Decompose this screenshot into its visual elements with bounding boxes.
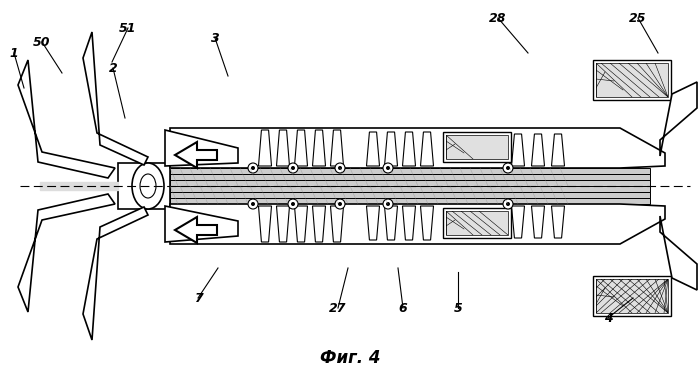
Polygon shape <box>403 132 415 166</box>
Circle shape <box>383 199 393 209</box>
Circle shape <box>338 166 342 170</box>
Polygon shape <box>259 206 271 242</box>
Bar <box>443 132 511 162</box>
Polygon shape <box>170 204 665 244</box>
Polygon shape <box>403 206 415 240</box>
Polygon shape <box>531 206 545 238</box>
Circle shape <box>503 199 513 209</box>
Text: 7: 7 <box>194 292 203 305</box>
Bar <box>593 60 671 100</box>
Circle shape <box>335 199 345 209</box>
Polygon shape <box>277 130 289 166</box>
Polygon shape <box>165 206 238 242</box>
Text: 4: 4 <box>604 311 612 324</box>
Polygon shape <box>660 82 697 156</box>
Text: 27: 27 <box>329 301 347 314</box>
Circle shape <box>248 163 258 173</box>
Polygon shape <box>331 206 343 242</box>
Polygon shape <box>118 163 170 209</box>
Polygon shape <box>421 206 433 240</box>
Polygon shape <box>170 128 665 168</box>
Polygon shape <box>165 130 238 166</box>
Polygon shape <box>170 174 650 180</box>
Text: 50: 50 <box>34 35 51 48</box>
Polygon shape <box>312 130 326 166</box>
Polygon shape <box>170 180 650 186</box>
Text: 25: 25 <box>629 12 647 25</box>
Bar <box>596 279 668 313</box>
Polygon shape <box>170 186 650 192</box>
Polygon shape <box>175 217 217 243</box>
Polygon shape <box>366 132 380 166</box>
Polygon shape <box>531 134 545 166</box>
Circle shape <box>338 202 342 206</box>
Polygon shape <box>83 32 148 165</box>
Polygon shape <box>512 206 524 238</box>
Polygon shape <box>277 206 289 242</box>
Polygon shape <box>384 132 398 166</box>
Ellipse shape <box>132 163 164 209</box>
Polygon shape <box>512 134 524 166</box>
Text: Фиг. 4: Фиг. 4 <box>319 349 380 367</box>
Bar <box>596 63 668 97</box>
Polygon shape <box>170 198 650 204</box>
Polygon shape <box>18 194 115 312</box>
Circle shape <box>251 166 255 170</box>
Circle shape <box>386 202 390 206</box>
Polygon shape <box>331 130 343 166</box>
Circle shape <box>251 202 255 206</box>
Ellipse shape <box>140 174 156 198</box>
Bar <box>446 135 508 159</box>
Polygon shape <box>259 130 271 166</box>
Polygon shape <box>170 168 650 174</box>
Circle shape <box>506 166 510 170</box>
Bar <box>593 276 671 316</box>
Polygon shape <box>83 207 148 340</box>
Bar <box>443 208 511 238</box>
Circle shape <box>288 163 298 173</box>
Circle shape <box>291 166 295 170</box>
Text: 1: 1 <box>10 46 18 60</box>
Text: 6: 6 <box>398 301 408 314</box>
Text: 5: 5 <box>454 301 462 314</box>
Bar <box>446 211 508 235</box>
Polygon shape <box>294 206 308 242</box>
Circle shape <box>291 202 295 206</box>
Polygon shape <box>552 206 565 238</box>
Polygon shape <box>552 134 565 166</box>
Circle shape <box>335 163 345 173</box>
Polygon shape <box>312 206 326 242</box>
Text: 3: 3 <box>210 32 219 45</box>
Polygon shape <box>18 60 115 178</box>
Circle shape <box>248 199 258 209</box>
Circle shape <box>383 163 393 173</box>
Circle shape <box>506 202 510 206</box>
Polygon shape <box>421 132 433 166</box>
Circle shape <box>288 199 298 209</box>
Text: 2: 2 <box>108 61 117 74</box>
Polygon shape <box>660 216 697 290</box>
Text: 51: 51 <box>120 22 137 35</box>
Polygon shape <box>294 130 308 166</box>
Polygon shape <box>384 206 398 240</box>
Circle shape <box>386 166 390 170</box>
Text: 28: 28 <box>489 12 507 25</box>
Polygon shape <box>170 192 650 198</box>
Circle shape <box>503 163 513 173</box>
Polygon shape <box>366 206 380 240</box>
Polygon shape <box>175 142 217 168</box>
